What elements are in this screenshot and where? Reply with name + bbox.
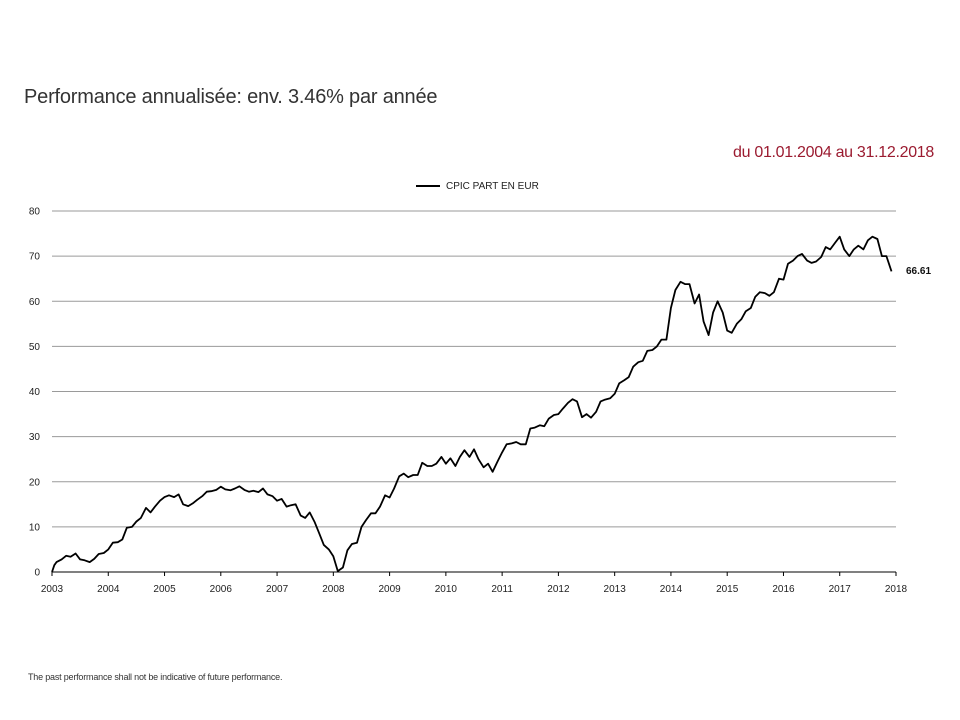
disclaimer-footnote: The past performance shall not be indica… <box>28 672 283 682</box>
end-value-label: 66.61 <box>906 266 931 277</box>
axes <box>51 571 897 576</box>
x-tick-label: 2010 <box>435 584 458 595</box>
y-tick-label: 40 <box>29 387 41 398</box>
page-title: Performance annualisée: env. 3.46% par a… <box>24 86 438 108</box>
y-tick-label: 30 <box>29 432 41 443</box>
y-tick-label: 70 <box>29 252 41 263</box>
x-tick-labels: 2003 2004 2005 2006 2007 2008 2009 2010 2011 2012… <box>41 584 908 595</box>
x-tick-label: 2007 <box>266 584 289 595</box>
x-tick-label: 2003 <box>41 584 64 595</box>
x-tick-label: 2013 <box>604 584 627 595</box>
x-tick-label: 2009 <box>378 584 401 595</box>
y-tick-label: 10 <box>29 522 41 533</box>
x-tick-label: 2008 <box>322 584 345 595</box>
x-tick-label: 2011 <box>491 584 513 595</box>
x-tick-label: 2012 <box>547 584 570 595</box>
x-tick-label: 2006 <box>210 584 233 595</box>
x-tick-label: 2015 <box>716 584 739 595</box>
x-tick-label: 2014 <box>660 584 683 595</box>
y-tick-label: 80 <box>29 207 41 218</box>
series-layer <box>51 235 893 573</box>
x-tick-label: 2004 <box>97 584 120 595</box>
grid-lines <box>52 210 896 528</box>
y-tick-label: 50 <box>29 342 41 353</box>
chart-legend: CPIC PART EN EUR <box>416 181 539 192</box>
y-tick-label: 20 <box>29 477 41 488</box>
x-tick-label: 2005 <box>153 584 176 595</box>
y-tick-label: 0 <box>34 568 40 579</box>
y-tick-labels: 0 10 20 30 40 50 60 70 80 <box>29 207 41 579</box>
legend-label: CPIC PART EN EUR <box>446 181 539 192</box>
x-tick-label: 2018 <box>885 584 908 595</box>
series-line-0 <box>51 235 893 573</box>
x-tick-label: 2017 <box>829 584 852 595</box>
y-tick-label: 60 <box>29 297 41 308</box>
x-tick-label: 2016 <box>772 584 795 595</box>
period-label: du 01.01.2004 au 31.12.2018 <box>733 144 934 161</box>
